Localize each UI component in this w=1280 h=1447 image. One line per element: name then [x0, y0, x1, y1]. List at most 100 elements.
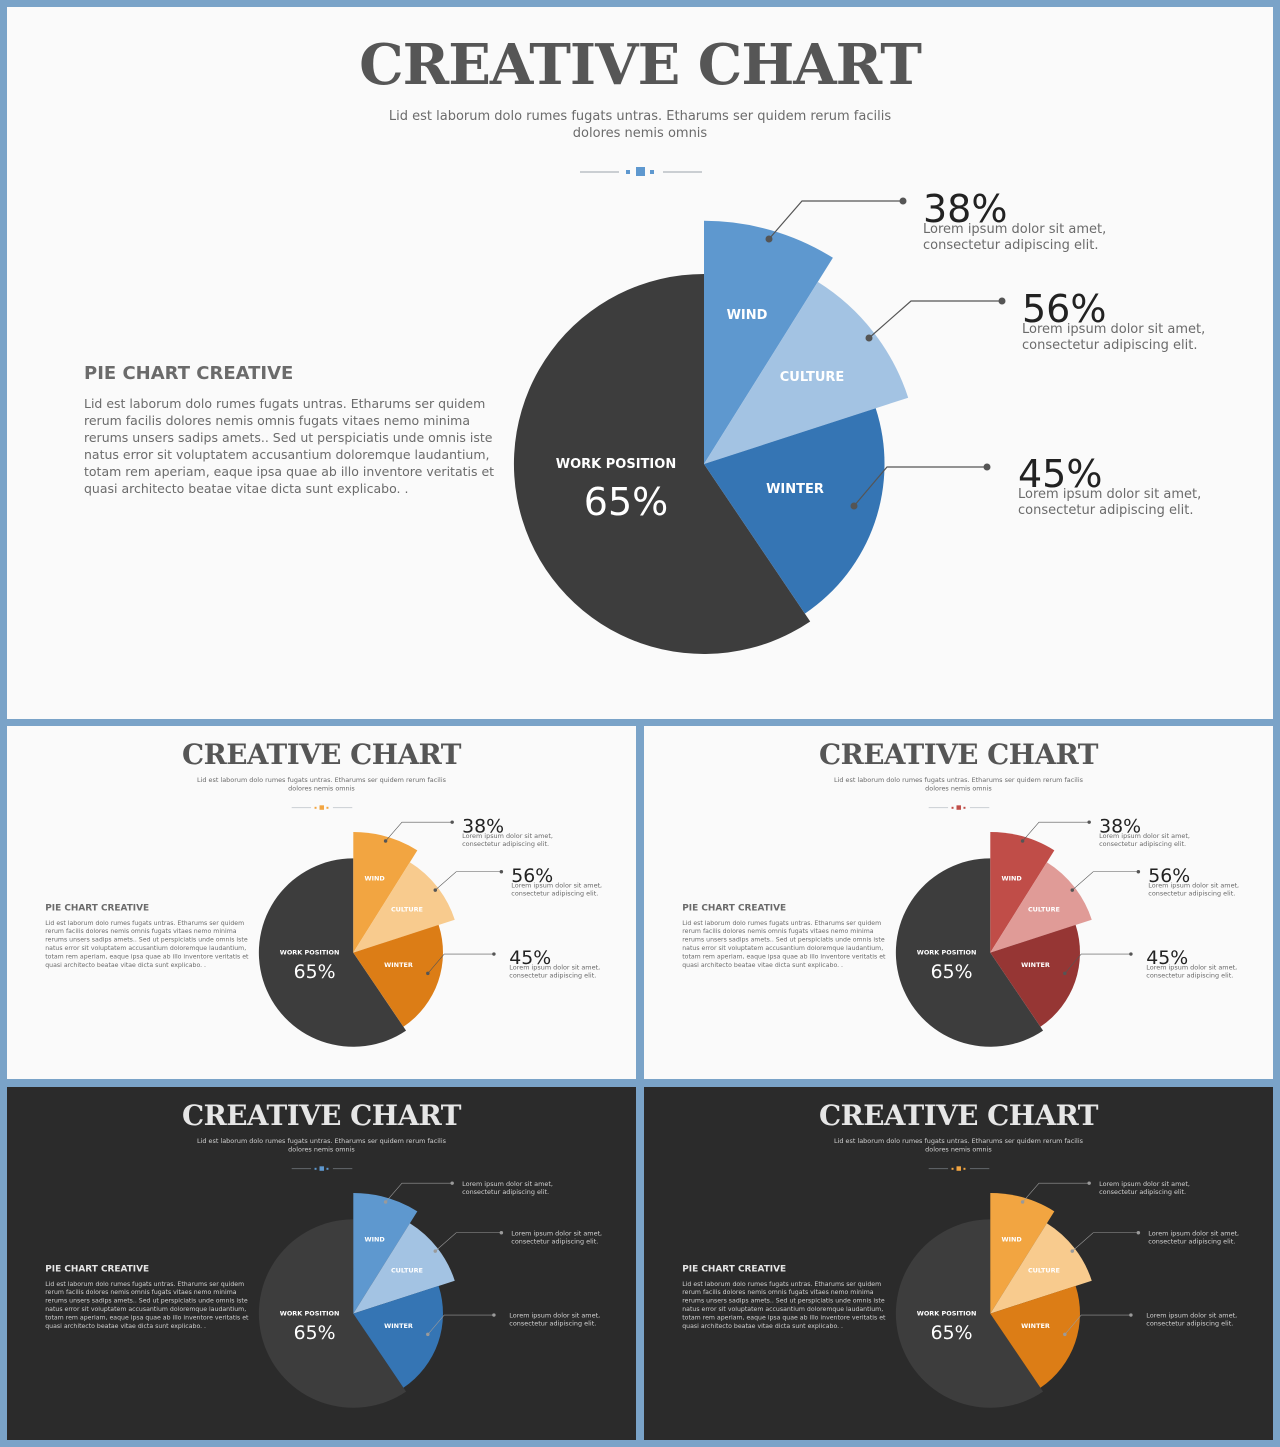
slice-culture — [990, 1223, 1092, 1314]
section-body-line: quasi architecto beatae vitae dicta sunt… — [682, 1323, 843, 1330]
section-body-line: rerums unsers sadips amets.. Sed ut pers… — [45, 937, 248, 944]
slice-label-wind: WIND — [1002, 1236, 1022, 1244]
callout-dot-end — [499, 870, 504, 874]
section-heading: PIE CHART CREATIVE — [682, 1264, 786, 1274]
callout-value: 38% — [923, 187, 1007, 231]
slice-label-wind: WIND — [365, 875, 385, 883]
slice-work-position — [258, 1219, 407, 1408]
slice-label-work-position: WORK POSITION — [280, 949, 340, 957]
callout-dot-start — [383, 1200, 388, 1204]
callout-leader-line — [1064, 1314, 1131, 1335]
section-body-line: quasi architecto beatae vitae dicta sunt… — [45, 1323, 206, 1330]
callout-dot-end — [1136, 870, 1141, 874]
divider-square — [636, 167, 645, 176]
slice-value-work-position: 65% — [294, 962, 336, 983]
section-body-line: natus error sit voluptatem accusantium d… — [45, 1306, 246, 1313]
callout-text: consectetur adipiscing elit. — [1099, 1188, 1186, 1196]
slice-winter — [704, 408, 885, 614]
callout-dot-end — [492, 1313, 496, 1317]
callout-value: 38% — [1099, 817, 1141, 838]
section-body-line: totam rem aperiam, eaque ipsa quae ab il… — [45, 1315, 249, 1322]
section-body-line: natus error sit voluptatem accusantium d… — [682, 945, 883, 952]
slide-canvas: CREATIVE CHART Lid est laborum dolo rumes… — [682, 1099, 1239, 1408]
slice-culture — [353, 1223, 455, 1314]
callout-dot-start — [426, 971, 430, 976]
section-body-line: natus error sit voluptatem accusantium d… — [682, 1306, 883, 1313]
slice-wind — [990, 1192, 1055, 1314]
callout-text: consectetur adipiscing elit. — [462, 1188, 549, 1196]
section-body-line: totam rem aperiam, eaque ipsa quae ab il… — [84, 464, 494, 479]
callout-dot-end — [899, 197, 907, 205]
slide-subtitle: dolores nemis omnis — [288, 1145, 355, 1153]
slide-subtitle: Lid est laborum dolo rumes fugats untras… — [197, 776, 447, 784]
callout-dot-start — [1020, 1200, 1025, 1204]
slice-label-work-position: WORK POSITION — [280, 1310, 340, 1318]
slide-canvas: CREATIVE CHART Lid est laborum dolo rumes… — [45, 738, 602, 1047]
slice-work-position — [895, 1219, 1044, 1408]
divider-dot-right — [963, 1167, 966, 1170]
callout-text: Lorem ipsum dolor sit amet, — [1148, 882, 1239, 890]
slice-work-position — [258, 858, 407, 1047]
callout-leader-line — [427, 1314, 494, 1335]
callout-value: 56% — [511, 866, 553, 887]
divider-square — [319, 1166, 324, 1171]
callout-value: 45% — [1146, 948, 1188, 969]
callout-dot-end — [998, 297, 1006, 305]
section-heading: PIE CHART CREATIVE — [45, 1264, 149, 1274]
callout-text: Lorem ipsum dolor sit amet, — [1099, 832, 1190, 840]
divider-dot-left — [314, 1167, 317, 1170]
slice-value-work-position: 65% — [584, 480, 668, 524]
callout-text: Lorem ipsum dolor sit amet, — [509, 963, 600, 971]
section-body-line: quasi architecto beatae vitae dicta sunt… — [682, 962, 843, 969]
slide-subtitle: Lid est laborum dolo rumes fugats untras… — [389, 109, 891, 124]
slide-subtitle: dolores nemis omnis — [925, 1145, 992, 1153]
section-heading: PIE CHART CREATIVE — [84, 363, 293, 384]
section-body-line: rerums unsers sadips amets.. Sed ut pers… — [45, 1298, 248, 1305]
slice-label-winter: WINTER — [1021, 961, 1050, 969]
callout-leader-line — [435, 1232, 502, 1252]
slice-culture — [990, 862, 1092, 953]
callout-text: Lorem ipsum dolor sit amet, — [1099, 1180, 1190, 1188]
callout-value: 45% — [1018, 452, 1102, 496]
slice-label-culture: CULTURE — [391, 1266, 423, 1274]
section-body-line: rerum facilis dolores nemis omnis fugats… — [682, 1289, 873, 1296]
slice-value-work-position: 65% — [931, 962, 973, 983]
section-body-line: Lid est laborum dolo rumes fugats untras… — [682, 920, 881, 927]
callout-text: consectetur adipiscing elit. — [1146, 971, 1233, 979]
section-body-line: rerums unsers sadips amets.. Sed ut pers… — [682, 937, 885, 944]
callout-text: Lorem ipsum dolor sit amet, — [462, 832, 553, 840]
slice-label-work-position: WORK POSITION — [917, 1310, 977, 1318]
callout-leader-line — [385, 1182, 453, 1203]
divider-dot-right — [963, 806, 966, 809]
callout-dot-end — [1136, 1231, 1141, 1235]
callout-dot-start — [1020, 839, 1025, 843]
callout-dot-start — [1063, 1332, 1067, 1337]
callout-dot-start — [865, 334, 873, 342]
callout-dot-end — [983, 463, 991, 471]
divider-dot-right — [326, 806, 329, 809]
divider-dot-right — [326, 1167, 329, 1170]
section-heading: PIE CHART CREATIVE — [45, 903, 149, 913]
callout-leader-line — [1072, 871, 1139, 891]
slice-wind — [353, 831, 418, 953]
divider-dot-left — [951, 1167, 954, 1170]
slice-wind — [990, 831, 1055, 953]
slice-wind — [353, 1192, 418, 1314]
slide-title: CREATIVE CHART — [182, 1099, 462, 1132]
slice-label-culture: CULTURE — [1028, 905, 1060, 913]
divider-dot-left — [951, 806, 954, 809]
section-heading: PIE CHART CREATIVE — [682, 903, 786, 913]
section-body-line: Lid est laborum dolo rumes fugats untras… — [45, 1281, 244, 1288]
callout-text: Lorem ipsum dolor sit amet, — [462, 1180, 553, 1188]
slice-winter — [353, 924, 443, 1027]
divider-dot-left — [626, 170, 630, 174]
section-body-line: Lid est laborum dolo rumes fugats untras… — [682, 1281, 881, 1288]
slide-subtitle: Lid est laborum dolo rumes fugats untras… — [834, 1137, 1084, 1145]
callout-dot-end — [1129, 952, 1133, 956]
callout-text: Lorem ipsum dolor sit amet, — [1018, 487, 1201, 502]
slice-work-position — [513, 274, 811, 654]
section-body-line: rerum facilis dolores nemis omnis fugats… — [45, 1289, 236, 1296]
section-body-line: quasi architecto beatae vitae dicta sunt… — [84, 481, 408, 496]
slide-subtitle: Lid est laborum dolo rumes fugats untras… — [197, 1137, 447, 1145]
section-body-line: natus error sit voluptatem accusantium d… — [45, 945, 246, 952]
